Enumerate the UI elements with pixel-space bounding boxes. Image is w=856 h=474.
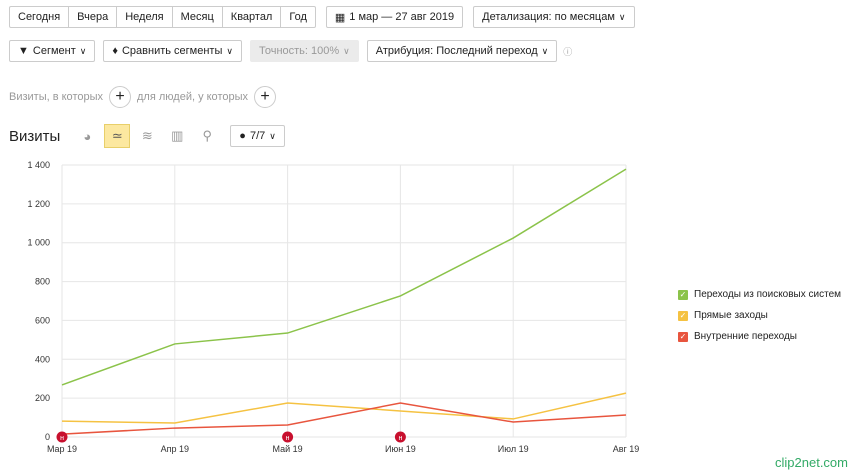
visits-filter-label: Визиты, в которых (9, 91, 103, 103)
y-tick-label: 200 (35, 393, 50, 403)
y-tick-label: 1 200 (27, 199, 50, 209)
area-chart-icon[interactable]: ≋ (141, 128, 153, 143)
attribution-dropdown[interactable]: Атрибуция: Последний переход ∨ (366, 40, 558, 62)
annotation-marker (56, 431, 68, 443)
watermark-logo: clip2net.com (775, 455, 848, 470)
period-buttons: Сегодня Вчера Неделя Месяц Квартал Год (9, 6, 316, 28)
legend-item[interactable]: ✓ Прямые заходы (678, 310, 768, 321)
series-line (61, 392, 627, 424)
series-count-dropdown[interactable]: ● 7/7 ∨ (230, 125, 285, 147)
checkbox-icon: ✓ (678, 331, 688, 342)
chevron-down-icon: ∨ (269, 130, 276, 141)
period-yesterday[interactable]: Вчера (68, 6, 118, 28)
chart-title: Визиты (9, 127, 61, 145)
y-tick-label: 600 (35, 315, 50, 325)
x-tick-label: Апр 19 (161, 444, 189, 454)
people-filter-label: для людей, у которых (137, 91, 248, 103)
accuracy-dropdown[interactable]: Точность: 100% ∨ (249, 40, 359, 62)
x-tick-label: Июл 19 (498, 444, 529, 454)
x-tick-label: Авг 19 (613, 444, 640, 454)
compare-segments-dropdown[interactable]: ♦ Сравнить сегменты ∨ (103, 40, 242, 62)
annotation-marker (282, 431, 294, 443)
y-tick-label: 0 (45, 432, 50, 442)
chevron-down-icon: ∨ (541, 45, 549, 56)
map-pin-icon[interactable]: ⚲ (202, 128, 213, 143)
period-month[interactable]: Месяц (171, 6, 223, 28)
add-visit-condition-button[interactable]: + (109, 86, 131, 108)
detail-dropdown[interactable]: Детализация: по месяцам ∨ (473, 6, 635, 28)
segment-dropdown[interactable]: ▼ Сегмент ∨ (9, 40, 96, 62)
period-today[interactable]: Сегодня (9, 6, 70, 28)
chevron-down-icon: ∨ (79, 45, 87, 56)
legend-item[interactable]: ✓ Переходы из поисковых систем (678, 289, 842, 300)
comment-icon: ● (239, 130, 246, 142)
annotation-label: н (398, 435, 402, 442)
chevron-down-icon: ∨ (226, 45, 233, 56)
date-range-button[interactable]: ▦ 1 мар — 27 авг 2019 (325, 6, 464, 28)
y-tick-label: 1 400 (27, 160, 50, 170)
line-chart-icon[interactable]: ≃ (104, 124, 131, 148)
x-tick-label: Июн 19 (385, 444, 416, 454)
period-week[interactable]: Неделя (116, 6, 173, 28)
checkbox-icon: ✓ (678, 310, 688, 321)
pie-chart-icon[interactable]: ◕ (83, 128, 92, 144)
chevron-down-icon: ∨ (618, 11, 626, 22)
annotation-label: н (286, 435, 290, 442)
chart-legend: ✓ Переходы из поисковых систем ✓ Прямые за… (678, 284, 841, 347)
bar-chart-icon[interactable]: ▥ (171, 128, 184, 143)
chevron-down-icon: ∨ (343, 45, 350, 56)
filter-icon: ▼ (18, 45, 29, 57)
checkbox-icon: ✓ (678, 289, 688, 300)
y-tick-label: 1 000 (27, 238, 50, 248)
series-line (61, 402, 627, 435)
y-tick-label: 400 (35, 354, 50, 364)
period-quarter[interactable]: Квартал (221, 6, 282, 28)
drops-icon: ♦ (112, 45, 118, 57)
x-tick-label: Мар 19 (47, 444, 77, 454)
help-icon[interactable]: ⓘ (563, 46, 573, 57)
annotation-marker (394, 431, 406, 443)
add-people-condition-button[interactable]: + (254, 86, 276, 108)
annotation-label: н (60, 435, 64, 442)
series-line (61, 168, 627, 386)
legend-item[interactable]: ✓ Внутренние переходы (678, 331, 797, 342)
y-tick-label: 800 (35, 277, 50, 287)
calendar-icon: ▦ (334, 11, 346, 24)
x-tick-label: Май 19 (273, 444, 303, 454)
period-year[interactable]: Год (280, 6, 316, 28)
